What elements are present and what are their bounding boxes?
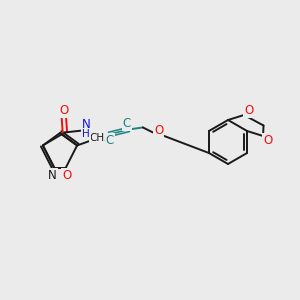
Text: N: N — [82, 118, 90, 131]
Text: C: C — [123, 117, 131, 130]
Text: O: O — [154, 124, 164, 137]
Text: O: O — [59, 104, 68, 117]
Text: O: O — [62, 169, 71, 182]
Text: C: C — [106, 134, 114, 147]
Text: N: N — [48, 169, 57, 182]
Text: O: O — [263, 134, 273, 146]
Text: CH₃: CH₃ — [89, 134, 109, 143]
Text: O: O — [244, 104, 253, 118]
Text: H: H — [82, 129, 90, 140]
